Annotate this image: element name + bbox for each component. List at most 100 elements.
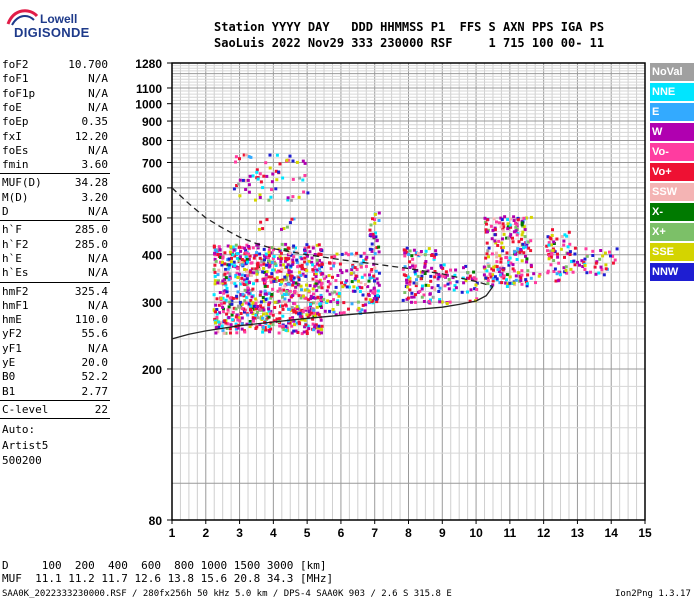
echo-point bbox=[290, 308, 293, 312]
echo-point bbox=[565, 271, 569, 275]
echo-point bbox=[249, 310, 253, 314]
echo-point bbox=[298, 309, 302, 313]
echo-point bbox=[253, 302, 257, 306]
echo-point bbox=[498, 221, 501, 225]
echo-point bbox=[223, 289, 227, 293]
echo-point bbox=[310, 256, 314, 260]
echo-point bbox=[511, 236, 514, 240]
echo-point bbox=[522, 216, 526, 220]
echo-point bbox=[247, 293, 251, 297]
echo-point bbox=[508, 256, 512, 260]
echo-point bbox=[281, 295, 284, 299]
echo-point bbox=[306, 315, 310, 319]
echo-point bbox=[520, 259, 524, 263]
echo-point bbox=[524, 245, 528, 249]
echo-point bbox=[516, 271, 520, 275]
echo-point bbox=[225, 286, 229, 290]
echo-point bbox=[374, 231, 377, 235]
echo-point bbox=[216, 253, 220, 256]
param-value: N/A bbox=[88, 266, 108, 280]
echo-point bbox=[537, 274, 541, 278]
echo-point bbox=[492, 265, 496, 269]
echo-point bbox=[265, 312, 269, 316]
echo-point bbox=[302, 294, 305, 298]
echo-point bbox=[217, 303, 221, 307]
echo-point bbox=[335, 292, 339, 296]
echo-point bbox=[217, 320, 221, 324]
echo-point bbox=[288, 289, 292, 293]
echo-point bbox=[369, 232, 373, 236]
echo-point bbox=[224, 331, 228, 335]
echo-point bbox=[491, 277, 495, 281]
echo-point bbox=[226, 310, 230, 314]
echo-point bbox=[234, 243, 238, 247]
echo-point bbox=[228, 250, 232, 254]
param-value: N/A bbox=[88, 86, 108, 100]
param-label: foE bbox=[2, 100, 22, 114]
echo-point bbox=[608, 250, 611, 254]
echo-point bbox=[305, 243, 309, 247]
echo-point bbox=[414, 272, 417, 276]
echo-point bbox=[265, 284, 269, 288]
echo-point bbox=[269, 251, 273, 255]
echo-point bbox=[364, 264, 368, 268]
echo-point bbox=[436, 284, 440, 288]
echo-point bbox=[408, 280, 412, 284]
echo-point bbox=[304, 274, 308, 278]
echo-point bbox=[360, 275, 364, 279]
echo-point bbox=[219, 302, 223, 306]
echo-point bbox=[490, 252, 494, 256]
echo-point bbox=[414, 284, 418, 288]
echo-point bbox=[222, 301, 226, 305]
echo-point bbox=[241, 292, 245, 296]
echo-point bbox=[287, 321, 290, 325]
echo-point bbox=[437, 275, 441, 279]
param-label: h`F2 bbox=[2, 237, 29, 251]
legend-item: NNW bbox=[650, 263, 694, 281]
echo-point bbox=[462, 281, 466, 285]
muf-table-muf-row: MUF 11.1 11.2 11.7 12.6 13.8 15.6 20.8 3… bbox=[2, 572, 334, 585]
echo-point bbox=[462, 266, 465, 270]
echo-point bbox=[509, 261, 513, 265]
echo-point bbox=[511, 263, 515, 267]
echo-point bbox=[342, 301, 346, 305]
echo-point bbox=[485, 241, 489, 245]
echo-point bbox=[360, 261, 364, 265]
echo-point bbox=[235, 271, 239, 275]
echo-point bbox=[359, 281, 363, 285]
echo-point bbox=[318, 259, 321, 262]
echo-point bbox=[243, 288, 247, 292]
echo-point bbox=[434, 273, 438, 276]
param-row: h`Es N/A bbox=[2, 266, 108, 280]
clevel-row: C-level 22 bbox=[2, 403, 108, 417]
echo-point bbox=[319, 297, 323, 301]
echo-point bbox=[376, 281, 380, 285]
echo-point bbox=[278, 287, 282, 291]
echo-point bbox=[377, 271, 381, 275]
echo-point bbox=[375, 238, 379, 242]
echo-point bbox=[482, 273, 486, 277]
echo-point bbox=[558, 273, 562, 277]
echo-point bbox=[232, 187, 236, 191]
echo-point bbox=[309, 302, 312, 306]
echo-point bbox=[288, 154, 292, 158]
echo-point bbox=[246, 260, 250, 264]
echo-point bbox=[293, 302, 297, 306]
echo-point bbox=[255, 310, 259, 314]
echo-point bbox=[216, 330, 220, 334]
echo-point bbox=[243, 299, 247, 303]
echo-point bbox=[248, 281, 251, 285]
echo-point bbox=[505, 256, 509, 259]
echo-point bbox=[270, 292, 274, 296]
param-separator bbox=[0, 399, 110, 401]
echo-point bbox=[498, 254, 502, 258]
echo-point bbox=[599, 265, 603, 269]
echo-point bbox=[328, 282, 332, 286]
echo-point bbox=[252, 282, 255, 286]
echo-point bbox=[484, 276, 488, 280]
echo-point bbox=[499, 260, 503, 264]
echo-point bbox=[213, 319, 217, 323]
echo-point bbox=[411, 262, 415, 266]
param-row: h`E N/A bbox=[2, 252, 108, 266]
echo-point bbox=[466, 276, 469, 280]
